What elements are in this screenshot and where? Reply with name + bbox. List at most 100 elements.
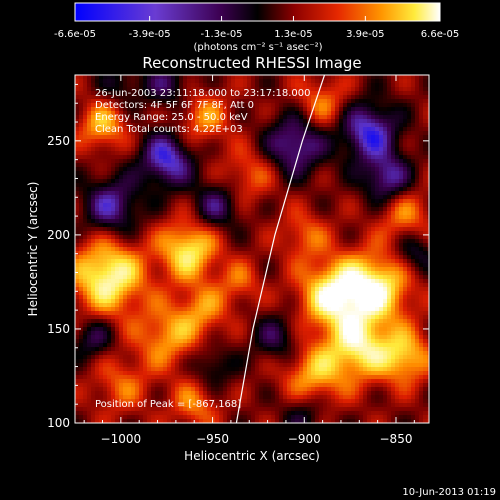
heatmap-cell <box>287 163 291 167</box>
heatmap-cell <box>275 119 279 123</box>
heatmap-cell <box>127 83 131 87</box>
heatmap-cell <box>147 75 151 79</box>
heatmap-cell <box>243 99 247 103</box>
heatmap-cell <box>359 271 363 275</box>
heatmap-cell <box>163 259 167 263</box>
heatmap-cell <box>215 255 219 259</box>
heatmap-cell <box>343 291 347 295</box>
heatmap-cell <box>87 291 91 295</box>
heatmap-cell <box>199 155 203 159</box>
heatmap-cell <box>311 295 315 299</box>
heatmap-cell <box>183 155 187 159</box>
heatmap-cell <box>295 163 299 167</box>
heatmap-cell <box>323 235 327 239</box>
heatmap-cell <box>223 287 227 291</box>
heatmap-cell <box>275 183 279 187</box>
heatmap-cell <box>371 227 375 231</box>
heatmap-cell <box>83 83 87 87</box>
heatmap-cell <box>139 207 143 211</box>
heatmap-cell <box>111 127 115 131</box>
heatmap-cell <box>347 103 351 107</box>
heatmap-cell <box>103 135 107 139</box>
heatmap-cell <box>211 219 215 223</box>
heatmap-cell <box>247 219 251 223</box>
heatmap-cell <box>163 115 167 119</box>
heatmap-cell <box>283 251 287 255</box>
heatmap-cell <box>227 87 231 91</box>
heatmap-cell <box>107 259 111 263</box>
heatmap-cell <box>331 107 335 111</box>
heatmap-cell <box>187 83 191 87</box>
heatmap-cell <box>247 215 251 219</box>
heatmap-cell <box>347 131 351 135</box>
heatmap-cell <box>123 83 127 87</box>
heatmap-cell <box>347 291 351 295</box>
heatmap-cell <box>227 295 231 299</box>
heatmap-cell <box>267 99 271 103</box>
heatmap-cell <box>359 115 363 119</box>
heatmap-cell <box>79 263 83 267</box>
heatmap-cell <box>367 87 371 91</box>
heatmap-cell <box>215 271 219 275</box>
heatmap-cell <box>75 75 79 79</box>
heatmap-cell <box>147 239 151 243</box>
heatmap-cell <box>195 183 199 187</box>
heatmap-cell <box>99 175 103 179</box>
heatmap-cell <box>195 91 199 95</box>
heatmap-cell <box>375 131 379 135</box>
heatmap-cell <box>299 283 303 287</box>
heatmap-cell <box>135 103 139 107</box>
heatmap-cell <box>143 267 147 271</box>
heatmap-cell <box>287 275 291 279</box>
heatmap-cell <box>303 155 307 159</box>
heatmap-cell <box>79 275 83 279</box>
heatmap-cell <box>355 287 359 291</box>
heatmap-cell <box>419 287 423 291</box>
heatmap-cell <box>359 231 363 235</box>
heatmap-cell <box>75 83 79 87</box>
heatmap-cell <box>403 135 407 139</box>
heatmap-cell <box>399 239 403 243</box>
heatmap-cell <box>135 243 139 247</box>
heatmap-cell <box>79 167 83 171</box>
heatmap-cell <box>383 247 387 251</box>
heatmap-cell <box>367 291 371 295</box>
heatmap-cell <box>139 259 143 263</box>
heatmap-cell <box>259 203 263 207</box>
heatmap-cell <box>159 199 163 203</box>
heatmap-cell <box>203 191 207 195</box>
heatmap-cell <box>123 147 127 151</box>
heatmap-cell <box>99 143 103 147</box>
heatmap-cell <box>127 107 131 111</box>
heatmap-cell <box>423 207 427 211</box>
heatmap-cell <box>359 107 363 111</box>
heatmap-cell <box>299 271 303 275</box>
heatmap-cell <box>307 275 311 279</box>
heatmap-cell <box>107 255 111 259</box>
heatmap-cell <box>343 223 347 227</box>
heatmap-cell <box>207 119 211 123</box>
heatmap-cell <box>379 119 383 123</box>
heatmap-cell <box>135 143 139 147</box>
heatmap-cell <box>379 95 383 99</box>
heatmap-cell <box>175 87 179 91</box>
heatmap-cell <box>355 167 359 171</box>
heatmap-cell <box>271 263 275 267</box>
heatmap-cell <box>155 279 159 283</box>
heatmap-cell <box>95 255 99 259</box>
heatmap-cell <box>351 163 355 167</box>
heatmap-cell <box>215 183 219 187</box>
heatmap-cell <box>255 283 259 287</box>
heatmap-cell <box>347 107 351 111</box>
heatmap-cell <box>231 227 235 231</box>
heatmap-cell <box>395 219 399 223</box>
heatmap-cell <box>275 239 279 243</box>
heatmap-cell <box>123 283 127 287</box>
heatmap-cell <box>123 223 127 227</box>
heatmap-cell <box>263 291 267 295</box>
heatmap-cell <box>139 87 143 91</box>
heatmap-cell <box>231 287 235 291</box>
heatmap-cell <box>247 103 251 107</box>
heatmap-cell <box>179 247 183 251</box>
heatmap-cell <box>235 167 239 171</box>
